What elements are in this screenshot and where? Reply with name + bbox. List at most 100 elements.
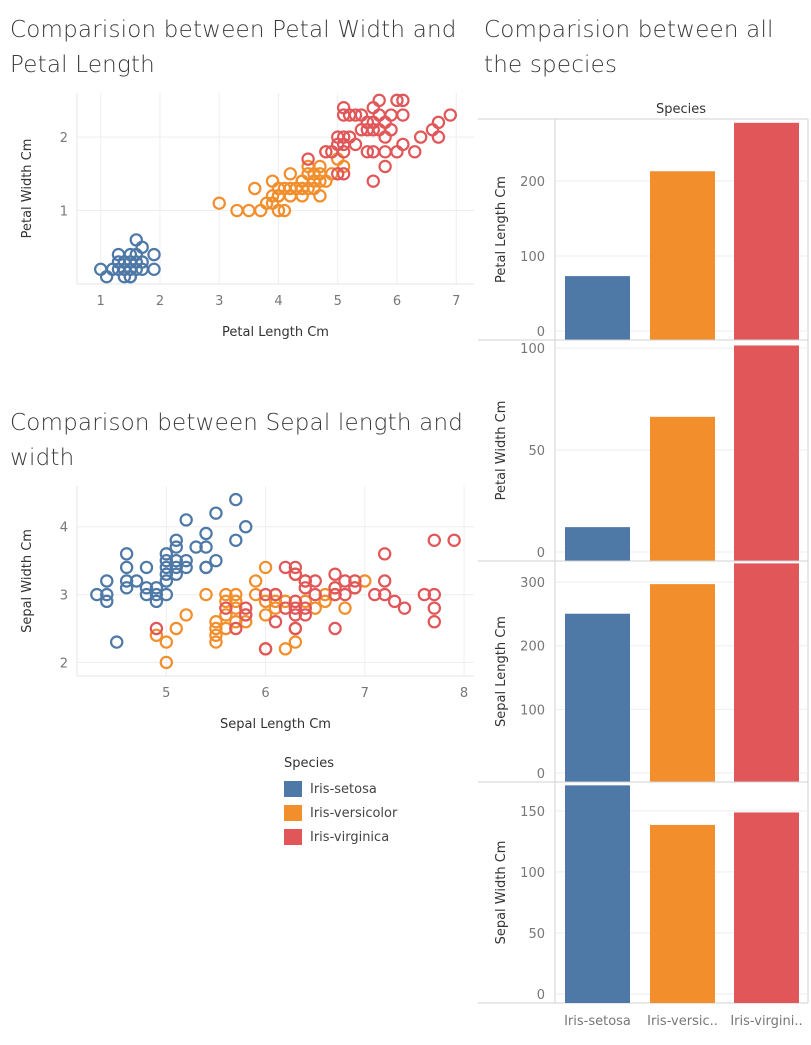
petal-point bbox=[135, 240, 149, 254]
sepal-point bbox=[229, 492, 243, 507]
petal-x-tick-label: 4 bbox=[274, 294, 282, 309]
legend-swatch-versicolor bbox=[284, 805, 302, 821]
sepal-point bbox=[447, 533, 461, 547]
sepal-point bbox=[377, 587, 392, 602]
petal-x-tick-label: 5 bbox=[334, 294, 342, 309]
sepal-chart-title: Comparison between Sepal length and widt… bbox=[10, 410, 464, 471]
bar-iris-virginica bbox=[734, 812, 799, 1003]
sepal-point bbox=[199, 560, 213, 575]
bar-panel-y-axis-title: Petal Width Cm bbox=[494, 401, 509, 501]
sepal-point bbox=[159, 560, 174, 575]
sepal-point bbox=[199, 540, 213, 554]
petal-point bbox=[313, 159, 327, 174]
sepal-point bbox=[179, 608, 193, 622]
sepal-point bbox=[348, 581, 362, 595]
sepal-point bbox=[288, 567, 303, 581]
sepal-point bbox=[209, 621, 223, 636]
sepal-point bbox=[129, 574, 144, 588]
sepal-point bbox=[278, 642, 293, 656]
sepal-point bbox=[219, 601, 233, 615]
bar-panel-sepal-width-cm: 0 50 100 150 Sepal Width Cm bbox=[478, 781, 808, 1003]
bar-panel-y-tick-label: 300 bbox=[520, 576, 545, 591]
sepal-point bbox=[427, 533, 441, 547]
sepal-point bbox=[100, 574, 114, 588]
legend-item-versicolor[interactable]: Iris-versicolor bbox=[284, 801, 397, 825]
sepal-point bbox=[209, 553, 223, 568]
sepal-point bbox=[149, 628, 164, 642]
petal-x-tick-label: 1 bbox=[97, 294, 105, 309]
sepal-point bbox=[338, 574, 352, 588]
sepal-y-tick-label: 3 bbox=[60, 589, 68, 604]
species-legend: Species Iris-setosa Iris-versicolor Iris… bbox=[284, 756, 397, 849]
sepal-point bbox=[308, 574, 322, 588]
petal-point bbox=[289, 181, 303, 196]
bar-panel-y-tick-label: 100 bbox=[520, 703, 545, 718]
sepal-point bbox=[298, 608, 312, 622]
sepal-x-tick-label: 6 bbox=[261, 686, 269, 701]
sepal-point bbox=[159, 635, 174, 649]
legend-swatch-virginica bbox=[284, 829, 302, 845]
legend-title: Species bbox=[284, 756, 335, 771]
sepal-y-axis-title: Sepal Width Cm bbox=[20, 529, 35, 633]
petal-point bbox=[336, 130, 351, 144]
sepal-point bbox=[368, 587, 382, 602]
petal-point bbox=[360, 115, 375, 130]
petal-point bbox=[336, 145, 351, 159]
petal-point bbox=[390, 93, 404, 108]
sepal-point bbox=[248, 574, 263, 588]
petal-point bbox=[348, 137, 363, 152]
petal-x-tick-label: 3 bbox=[215, 294, 223, 309]
sepal-point bbox=[298, 574, 312, 588]
bar-iris-virginica bbox=[734, 345, 799, 561]
bar-panel-petal-length-cm: 0 100 200 Petal Length Cm bbox=[494, 122, 808, 340]
sepal-point bbox=[248, 587, 263, 602]
sepal-point bbox=[288, 621, 303, 636]
petal-point bbox=[431, 130, 446, 144]
sepal-point bbox=[169, 553, 183, 568]
sepal-point bbox=[229, 533, 243, 547]
sepal-point bbox=[387, 594, 402, 609]
sepal-point bbox=[427, 587, 441, 602]
petal-point bbox=[248, 181, 262, 196]
legend-item-setosa[interactable]: Iris-setosa bbox=[284, 777, 397, 801]
sepal-point bbox=[219, 608, 233, 622]
bar-panel-y-tick-label: 50 bbox=[528, 444, 545, 459]
sepal-series-iris-virginica bbox=[149, 533, 461, 656]
sepal-point bbox=[119, 581, 134, 595]
petal-point bbox=[396, 137, 410, 152]
petal-point bbox=[366, 174, 380, 188]
sepal-point bbox=[159, 553, 174, 568]
petal-point bbox=[372, 93, 386, 108]
petal-point bbox=[301, 152, 315, 166]
sepal-point bbox=[119, 574, 134, 588]
legend-item-virginica[interactable]: Iris-virginica bbox=[284, 825, 397, 849]
sepal-point bbox=[288, 601, 303, 615]
sepal-point bbox=[298, 581, 312, 595]
petal-chart-title: Comparision between Petal Width and Peta… bbox=[10, 17, 457, 78]
bar-category-label: Iris-virgini.. bbox=[730, 1014, 802, 1029]
sepal-point bbox=[159, 567, 174, 581]
legend-label-versicolor: Iris-versicolor bbox=[310, 805, 398, 821]
sepal-point bbox=[268, 601, 283, 615]
sepal-point bbox=[328, 587, 342, 602]
sepal-point bbox=[397, 601, 412, 615]
sepal-point bbox=[268, 594, 283, 609]
sepal-point bbox=[308, 601, 322, 615]
sepal-point bbox=[119, 560, 134, 575]
petal-point bbox=[378, 130, 392, 144]
petal-point bbox=[123, 269, 138, 284]
petal-point bbox=[277, 203, 292, 218]
petal-plot-area: 1 2 3 4 5 6 7 1 2 Petal Length Cm Petal Width Cm bbox=[20, 93, 474, 340]
bar-category-label: Iris-setosa bbox=[564, 1014, 631, 1029]
sepal-point bbox=[258, 587, 273, 602]
species-chart-title: Comparision between all the species bbox=[484, 17, 774, 78]
petal-point bbox=[313, 189, 327, 203]
sepal-point bbox=[328, 567, 342, 581]
petal-point bbox=[129, 255, 143, 269]
species-header-label: Species bbox=[656, 102, 706, 117]
bar-iris-versicolor bbox=[650, 171, 715, 340]
petal-x-axis-title: Petal Length Cm bbox=[222, 325, 329, 340]
bar-panel-y-tick-label: 0 bbox=[537, 325, 545, 340]
petal-y-axis-title: Petal Width Cm bbox=[20, 139, 35, 239]
